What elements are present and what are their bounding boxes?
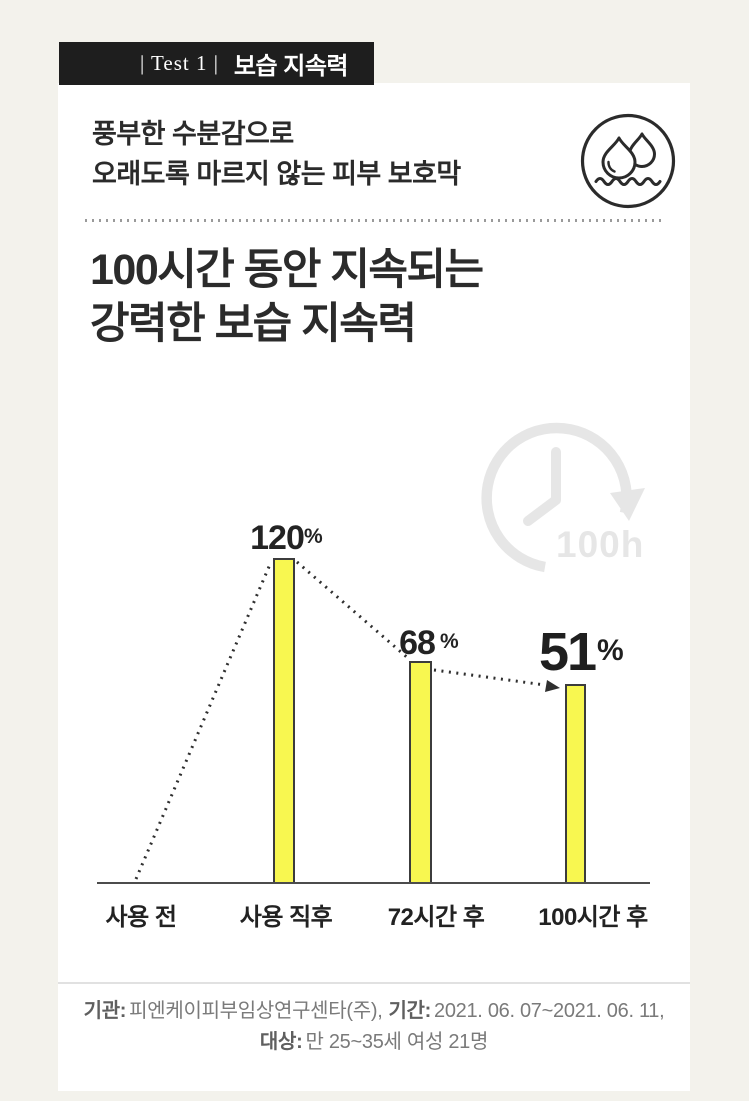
footer-note: 기관: 피엔케이피부임상연구센타(주), 기간: 2021. 06. 07~2021.…: [58, 996, 690, 1058]
water-drops-icon: [580, 113, 676, 209]
headline: 100시간 동안 지속되는 강력한 보습 지속력: [90, 243, 484, 351]
footer-line2: 대상: 만 25~35세 여성 21명: [58, 1027, 690, 1058]
test-title-label: 보습 지속력: [233, 53, 349, 80]
headline-line2: 강력한 보습 지속력: [90, 300, 417, 348]
period-value: 2021. 06. 07~2021. 06. 11,: [434, 1000, 665, 1022]
org-label: 기관:: [83, 1000, 127, 1022]
value-51: 51: [539, 622, 596, 682]
category-before-use: 사용 전: [106, 904, 177, 931]
category-labels: 사용 전 사용 직후 72시간 후 100시간 후: [106, 904, 649, 931]
footer-divider: [58, 982, 690, 984]
category-72h-after: 72시간 후: [388, 904, 485, 931]
value-labels: 120 % 68 % 51 %: [250, 519, 624, 682]
subtitle-line1: 풍부한 수분감으로: [92, 119, 294, 149]
value-120-unit: %: [304, 525, 323, 548]
period-label: 기간:: [388, 1000, 432, 1022]
dotted-divider: [85, 219, 663, 222]
category-100h-after: 100시간 후: [538, 904, 648, 931]
value-51-unit: %: [597, 634, 624, 667]
value-68: 68: [399, 624, 435, 662]
subtitle-line2: 오래도록 마르지 않는 피부 보호막: [92, 159, 461, 189]
watermark-100h-label: 100h: [556, 524, 644, 565]
clock-100h-icon: 100h: [481, 422, 645, 573]
subtitle: 풍부한 수분감으로 오래도록 마르지 않는 피부 보호막: [92, 114, 461, 194]
bar-72h-after: [409, 661, 432, 884]
trend-dotted-lines: [134, 560, 546, 880]
bar-100h-after: [565, 684, 586, 884]
subject-label: 대상:: [259, 1031, 303, 1053]
subject-value: 만 25~35세 여성 21명: [305, 1031, 489, 1053]
test-number-label: | Test 1 |: [139, 51, 219, 75]
test-badge: | Test 1 | 보습 지속력: [59, 42, 374, 85]
org-value: 피엔케이피부임상연구센타(주),: [129, 1000, 383, 1022]
category-right-after-use: 사용 직후: [240, 904, 333, 931]
value-120: 120: [250, 519, 304, 557]
moisture-bar-chart: 100h 120 % 68 % 51 % 사용 전 사용 직: [97, 422, 650, 931]
bar-right-after-use: [273, 558, 295, 884]
value-68-unit: %: [440, 630, 459, 653]
headline-line1: 100시간 동안 지속되는: [90, 246, 484, 294]
content-card: [58, 83, 690, 1091]
footer-line1: 기관: 피엔케이피부임상연구센타(주), 기간: 2021. 06. 07~2021.…: [58, 996, 690, 1027]
trend-arrowhead-icon: [545, 680, 560, 692]
